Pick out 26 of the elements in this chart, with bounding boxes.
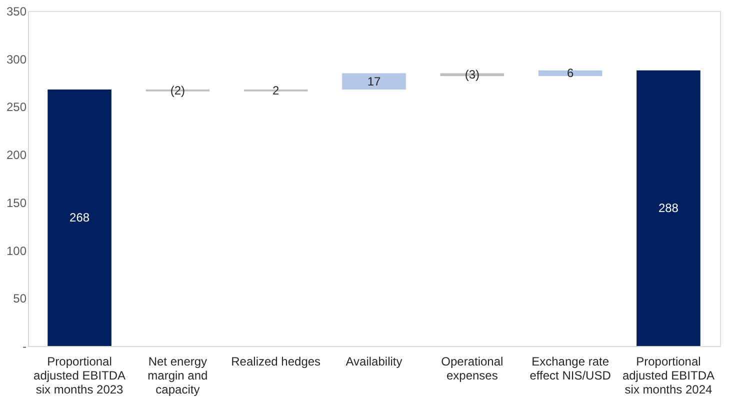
x-tick-label: Net energy margin and capacity (148, 354, 208, 396)
x-tick-label: Availability (346, 354, 402, 368)
y-tick-label: 300 (6, 52, 27, 66)
x-tick-label: Proportional adjusted EBITDA six months 2023 (34, 354, 126, 396)
data-label: 17 (367, 74, 381, 88)
y-tick-label: 250 (6, 100, 27, 114)
data-label: (2) (170, 83, 186, 98)
x-tick-label: Proportional adjusted EBITDA six months 2024 (622, 354, 714, 396)
data-label: 6 (566, 66, 574, 80)
bar (538, 70, 602, 76)
data-label: 268 (70, 210, 90, 225)
data-label: (3) (464, 68, 480, 82)
x-tick-label: Operational expenses (441, 354, 504, 382)
y-tick-label: - (22, 340, 26, 354)
y-tick-label: 200 (6, 148, 27, 162)
x-tick-label: Exchange rate effect NIS/USD (530, 354, 612, 382)
data-label: 288 (658, 201, 679, 216)
bar (636, 70, 700, 346)
y-tick-label: 150 (6, 196, 27, 210)
x-tick-label: Realized hedges (231, 354, 321, 368)
y-tick-label: 50 (13, 292, 27, 306)
bar (342, 73, 406, 90)
y-tick-label: 350 (6, 4, 27, 18)
data-label: 2 (272, 83, 280, 98)
bar (48, 89, 112, 346)
y-tick-label: 100 (6, 244, 27, 258)
